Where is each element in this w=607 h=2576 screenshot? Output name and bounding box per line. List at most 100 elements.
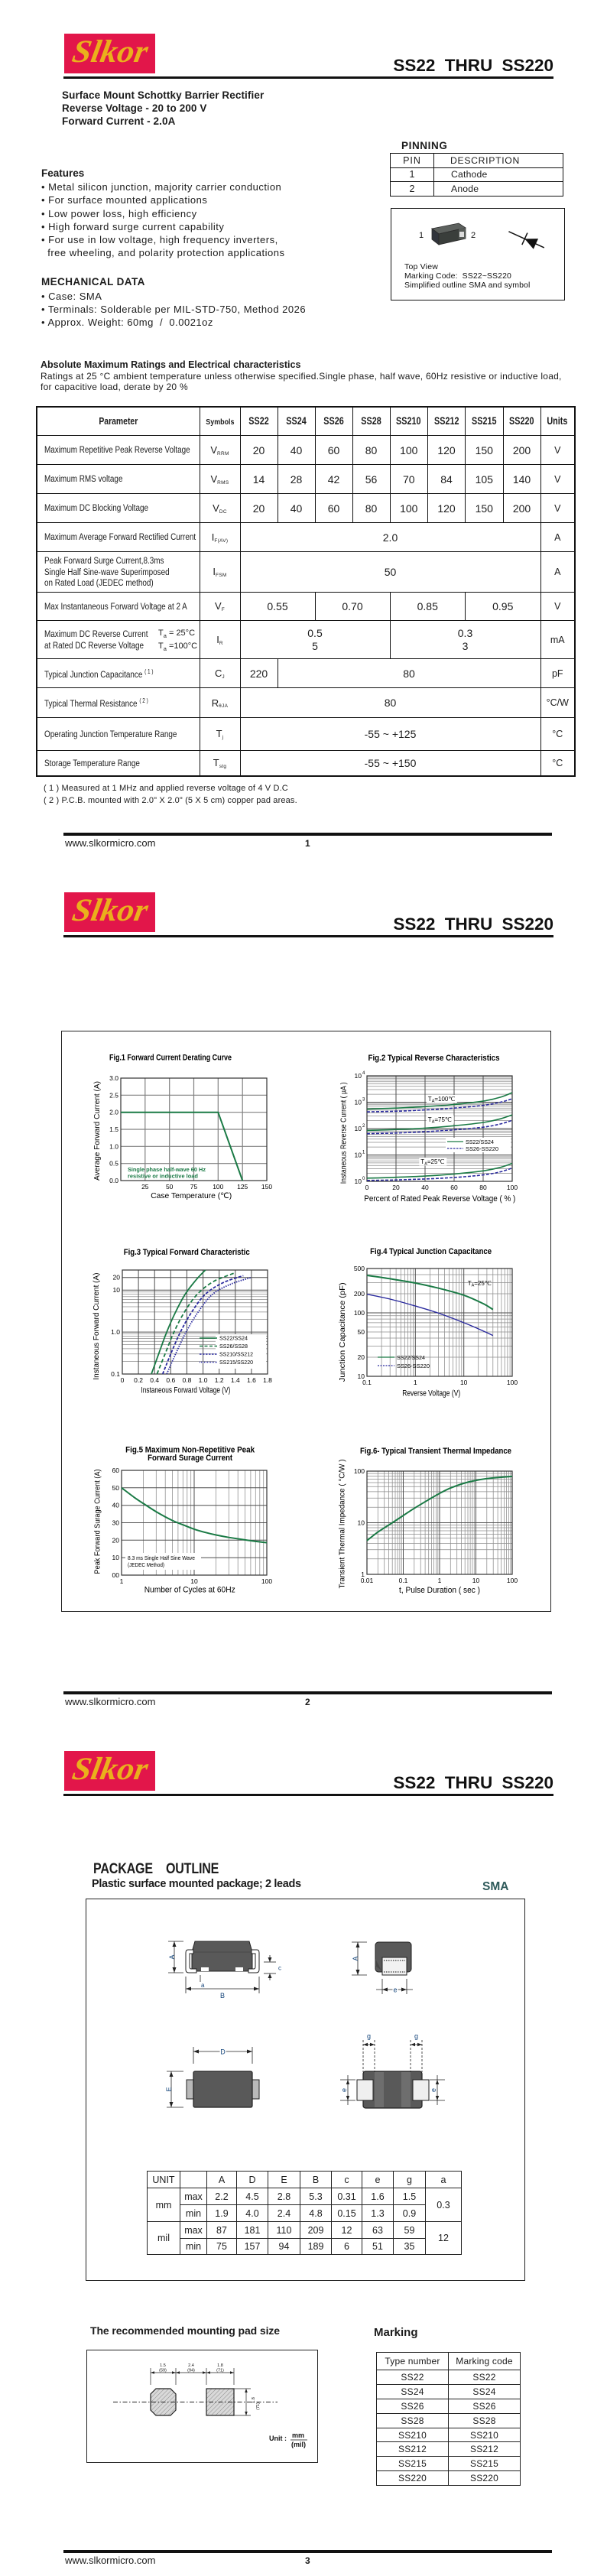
svg-text:(mil): (mil) — [291, 2441, 306, 2448]
svg-text:10: 10 — [190, 1577, 198, 1585]
svg-text:Reverse Voltage (V): Reverse Voltage (V) — [402, 1389, 460, 1398]
svg-text:10: 10 — [355, 1072, 362, 1080]
svg-text:0: 0 — [362, 1177, 365, 1181]
svg-text:TA=100℃: TA=100℃ — [428, 1096, 456, 1104]
svg-text:Average Forward Current (A): Average Forward Current (A) — [93, 1081, 102, 1181]
svg-text:10: 10 — [355, 1178, 362, 1185]
svg-text:25: 25 — [141, 1183, 149, 1191]
svg-text:Percent of Rated Peak Reverse: Percent of Rated Peak Reverse Voltage ( … — [364, 1194, 515, 1204]
svg-text:80: 80 — [479, 1184, 487, 1191]
svg-text:60: 60 — [450, 1184, 458, 1191]
svg-text:(94): (94) — [187, 2369, 195, 2373]
svg-text:A: A — [168, 1954, 176, 1959]
svg-text:100: 100 — [354, 1309, 365, 1317]
svg-text:10: 10 — [358, 1372, 365, 1380]
svg-text:1.5: 1.5 — [109, 1126, 118, 1133]
svg-text:Simplified outline SMA and sym: Simplified outline SMA and symbol — [404, 281, 530, 290]
svg-text:2: 2 — [471, 231, 476, 240]
svg-text:20: 20 — [392, 1184, 400, 1191]
svg-text:100: 100 — [507, 1184, 518, 1191]
svg-text:Junction Capacitance (pF): Junction Capacitance (pF) — [339, 1282, 347, 1382]
svg-text:4: 4 — [362, 1071, 365, 1076]
svg-text:0.0: 0.0 — [109, 1177, 118, 1184]
svg-text:a: a — [201, 1982, 205, 1989]
svg-text:30: 30 — [112, 1519, 120, 1527]
svg-text:SS26-SS220: SS26-SS220 — [466, 1145, 498, 1152]
svg-text:(71): (71) — [256, 2402, 261, 2410]
svg-text:1.0: 1.0 — [199, 1376, 208, 1384]
svg-text:40: 40 — [421, 1184, 429, 1191]
svg-text:Unit :: Unit : — [269, 2435, 287, 2442]
svg-text:1.8: 1.8 — [217, 2363, 223, 2368]
svg-text:Number of Cycles at 60Hz: Number of Cycles at 60Hz — [144, 1585, 235, 1594]
svg-text:0.01: 0.01 — [361, 1577, 374, 1584]
svg-text:0.4: 0.4 — [150, 1376, 159, 1384]
svg-text:1: 1 — [361, 1571, 365, 1578]
svg-text:D: D — [220, 2048, 226, 2056]
svg-text:125: 125 — [237, 1183, 248, 1191]
svg-text:mm: mm — [292, 2431, 304, 2439]
svg-text:A: A — [352, 1956, 359, 1960]
svg-text:g: g — [414, 2032, 418, 2040]
svg-text:150: 150 — [261, 1183, 272, 1191]
svg-text:1.8: 1.8 — [263, 1376, 272, 1384]
svg-text:100: 100 — [354, 1467, 365, 1475]
svg-text:Peak Forward Surage Current (A: Peak Forward Surage Current (A) — [94, 1470, 102, 1574]
svg-text:0.1: 0.1 — [362, 1379, 372, 1386]
svg-text:3: 3 — [362, 1098, 365, 1103]
svg-text:(71): (71) — [216, 2369, 224, 2373]
svg-text:Single phase half-wave 60 Hz: Single phase half-wave 60 Hz — [128, 1166, 206, 1173]
svg-text:SS26/SS28: SS26/SS28 — [219, 1343, 248, 1350]
svg-text:g: g — [367, 2032, 371, 2040]
svg-text:SS22/SS24: SS22/SS24 — [466, 1139, 494, 1145]
svg-text:SS22/SS24: SS22/SS24 — [397, 1354, 425, 1361]
svg-text:1.8: 1.8 — [252, 2397, 256, 2403]
svg-text:SS22/SS24: SS22/SS24 — [219, 1335, 248, 1342]
svg-text:Forward Surage Current: Forward Surage Current — [148, 1454, 232, 1463]
svg-text:10: 10 — [460, 1379, 468, 1386]
svg-text:3.0: 3.0 — [109, 1074, 118, 1082]
svg-text:1: 1 — [419, 231, 424, 240]
svg-text:Case Temperature (℃): Case Temperature (℃) — [151, 1191, 232, 1200]
svg-text:0.5: 0.5 — [109, 1160, 118, 1168]
svg-text:1.0: 1.0 — [111, 1328, 120, 1336]
svg-text:SS210/SS212: SS210/SS212 — [219, 1351, 253, 1358]
svg-text:20: 20 — [112, 1536, 120, 1544]
svg-text:Instaneous Reverse Current ( µ: Instaneous Reverse Current ( µA ) — [339, 1082, 348, 1184]
svg-text:75: 75 — [190, 1183, 198, 1191]
svg-text:resistive or inductive load: resistive or inductive load — [128, 1173, 198, 1180]
svg-text:e: e — [340, 2088, 348, 2092]
svg-text:0.1: 0.1 — [399, 1577, 408, 1584]
svg-text:0.1: 0.1 — [111, 1370, 120, 1378]
svg-text:TA=25℃: TA=25℃ — [468, 1280, 492, 1288]
svg-text:10: 10 — [355, 1125, 362, 1132]
svg-text:Fig.2 Typical Reverse Charact: Fig.2 Typical Reverse Characteristics — [368, 1054, 500, 1063]
svg-text:0.8: 0.8 — [182, 1376, 191, 1384]
svg-text:200: 200 — [354, 1290, 365, 1298]
svg-text:SS26-SS220: SS26-SS220 — [397, 1363, 430, 1369]
svg-text:E: E — [165, 2087, 173, 2091]
svg-text:10: 10 — [112, 1554, 120, 1561]
svg-text:00: 00 — [112, 1571, 120, 1579]
svg-text:t, Pulse Duration ( sec ): t, Pulse Duration ( sec ) — [399, 1586, 480, 1595]
svg-text:50: 50 — [358, 1328, 365, 1336]
svg-text:SS215/SS220: SS215/SS220 — [219, 1359, 253, 1366]
svg-text:(59): (59) — [159, 2369, 167, 2373]
svg-text:2.0: 2.0 — [109, 1109, 118, 1116]
svg-text:1.5: 1.5 — [160, 2363, 166, 2368]
svg-text:100: 100 — [507, 1379, 518, 1386]
svg-text:1.2: 1.2 — [215, 1376, 224, 1384]
svg-text:Fig.3 Typical Forward Charact: Fig.3 Typical Forward Characteristic — [124, 1248, 250, 1257]
svg-text:Marking Code: SS22~SS220: Marking Code: SS22~SS220 — [404, 271, 511, 281]
svg-text:Fig.1 Forward Current Deratin: Fig.1 Forward Current Derating Curve — [109, 1054, 232, 1063]
svg-text:100: 100 — [507, 1577, 518, 1584]
svg-text:2.5: 2.5 — [109, 1091, 118, 1099]
svg-text:1: 1 — [438, 1577, 442, 1584]
svg-text:1: 1 — [414, 1379, 417, 1386]
svg-text:1: 1 — [120, 1577, 124, 1585]
svg-text:c: c — [278, 1965, 281, 1972]
svg-text:20: 20 — [358, 1353, 365, 1361]
svg-text:10: 10 — [472, 1577, 480, 1584]
svg-text:10: 10 — [358, 1519, 365, 1527]
svg-text:1.4: 1.4 — [231, 1376, 240, 1384]
